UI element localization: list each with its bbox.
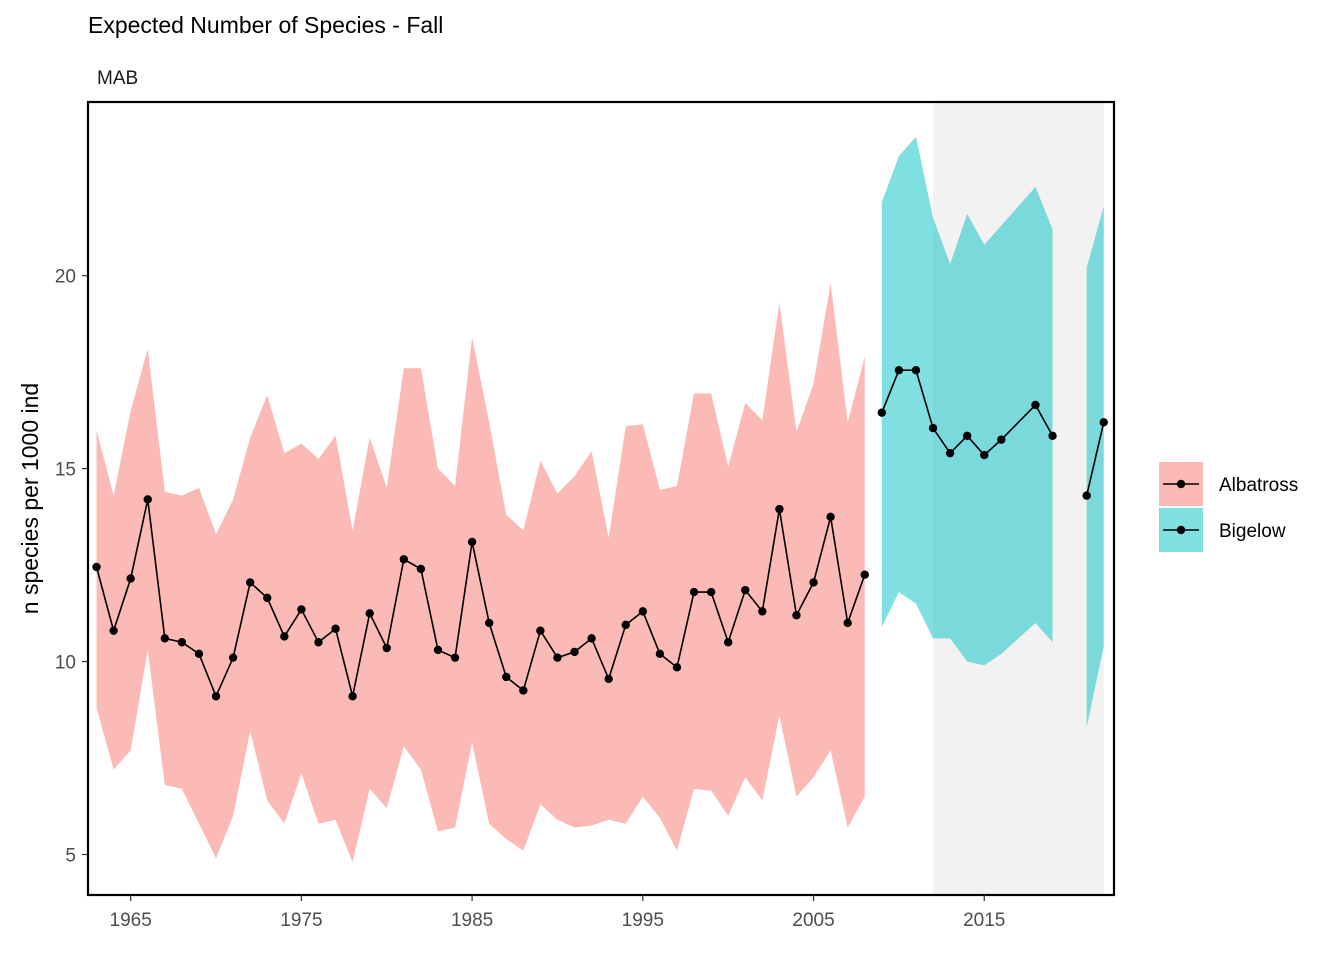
x-tick-label: 2005 [792,910,834,931]
albatross-point [621,620,630,630]
albatross-point [416,564,426,574]
x-tick-label: 1995 [622,910,664,931]
albatross-ribbon [96,283,865,863]
panel-border [86,100,1116,897]
albatross-point [263,593,272,603]
albatross-point [604,674,613,684]
albatross-point [741,585,750,595]
bigelow-point [894,365,904,375]
albatross-point [519,686,528,695]
x-tick-label: 1965 [110,910,152,931]
x-tick-label: 1975 [280,910,322,931]
albatross-point [109,626,118,635]
albatross-point [587,634,596,643]
bigelow-line [881,369,1054,457]
x-axis: 1965 1975 1985 1995 2005 2015 [110,895,1005,931]
x-tick-label: 1985 [451,910,493,931]
panel-strip-label: MAB [97,68,139,89]
legend-key-point [1176,525,1186,535]
albatross-point [194,649,204,659]
albatross-point [536,626,545,635]
bigelow-point [1031,400,1040,410]
albatross-point [809,578,818,587]
albatross-point [399,555,409,564]
series-lines [95,369,1105,699]
albatross-point [314,638,323,647]
albatross-point [160,634,170,643]
albatross-point [570,647,579,657]
albatross-point [348,692,357,701]
albatross-point [672,663,682,672]
bigelow-point [1099,418,1108,427]
y-tick-label: 5 [65,845,76,866]
series-points [92,365,1108,701]
bigelow-point [945,448,955,458]
albatross-point [92,562,101,572]
bigelow-ribbon [1086,206,1104,728]
albatross-point [126,574,135,583]
albatross-point [638,607,648,616]
albatross-line [95,499,866,699]
albatross-point [689,587,699,597]
confidence-ribbons [96,136,1104,863]
bigelow-point [1082,491,1091,500]
x-tick-label: 2015 [963,910,1005,931]
albatross-point [177,638,187,647]
bigelow-point [911,365,921,375]
albatross-point [143,495,152,504]
y-tick-label: 10 [55,653,76,674]
y-axis-label: n species per 1000 ind [17,383,43,614]
bigelow-line [1085,422,1105,496]
y-tick-label: 15 [55,460,76,481]
bigelow-point [877,408,887,417]
albatross-point [655,649,665,659]
albatross-point [706,587,716,597]
legend-label-bigelow: Bigelow [1219,521,1286,542]
albatross-point [365,609,374,618]
albatross-point [245,578,255,587]
albatross-point [280,632,289,641]
albatross-point [433,645,443,655]
albatross-point [484,618,494,628]
bigelow-point [962,431,972,440]
albatross-point [297,605,306,614]
albatross-point [826,512,835,522]
albatross-point [467,537,477,547]
legend-label-albatross: Albatross [1219,475,1298,496]
chart-title: Expected Number of Species - Fall [88,12,444,38]
albatross-point [382,643,391,653]
albatross-point [843,618,852,628]
bigelow-point [1048,431,1057,440]
bigelow-point [928,423,938,433]
y-axis: 5 10 15 20 [55,267,88,866]
bigelow-point [997,435,1006,444]
legend-key-point [1176,479,1186,489]
albatross-point [331,624,340,633]
albatross-point [228,653,238,662]
albatross-point [792,611,801,620]
albatross-point [553,653,562,662]
albatross-point [450,653,460,662]
bigelow-ribbon [881,136,1053,666]
bigelow-point [980,450,989,460]
albatross-point [502,672,511,682]
y-tick-label: 20 [55,267,76,288]
albatross-point [211,692,221,701]
albatross-point [723,638,733,647]
legend: Albatross Bigelow [1159,462,1298,552]
albatross-point [758,607,767,616]
albatross-point [860,570,869,579]
albatross-point [775,504,784,514]
